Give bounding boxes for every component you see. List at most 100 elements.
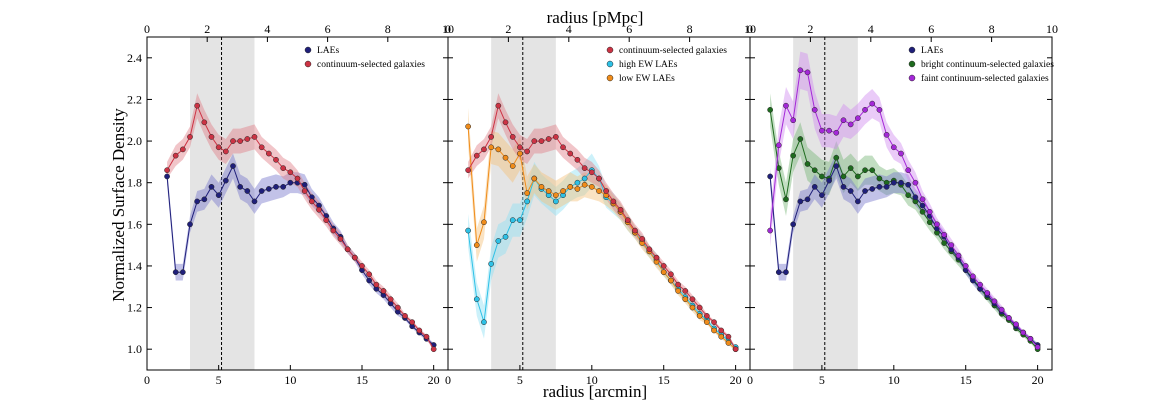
data-point — [222, 177, 229, 184]
data-point — [402, 313, 408, 319]
data-point — [323, 217, 330, 223]
data-point — [244, 188, 251, 194]
data-point — [567, 184, 574, 190]
data-point — [783, 269, 789, 276]
data-point — [373, 281, 380, 288]
data-point — [847, 165, 854, 171]
data-point — [847, 188, 854, 194]
data-point — [294, 175, 301, 182]
data-point — [502, 233, 509, 240]
data-point — [718, 327, 725, 334]
data-point — [553, 134, 559, 140]
data-point — [804, 161, 811, 167]
data-point — [265, 186, 272, 192]
data-point — [574, 156, 581, 163]
y-tick-label: 2.2 — [127, 92, 142, 106]
data-point — [308, 198, 315, 205]
data-point — [890, 144, 897, 151]
error-band-1 — [770, 153, 1038, 348]
data-point — [301, 188, 308, 194]
data-point — [603, 188, 610, 194]
data-point — [531, 138, 538, 144]
data-point — [488, 134, 494, 140]
data-point — [531, 175, 538, 182]
data-point — [660, 269, 667, 276]
data-point — [473, 242, 480, 248]
data-point — [1013, 321, 1019, 328]
data-point — [409, 319, 416, 325]
data-point — [653, 254, 660, 261]
data-point — [668, 277, 674, 284]
legend-marker — [908, 74, 916, 82]
data-point — [840, 117, 847, 124]
top-tick-label: 4 — [264, 22, 270, 36]
data-point — [430, 346, 437, 353]
data-point — [495, 102, 502, 109]
data-point — [718, 333, 725, 340]
data-point — [811, 167, 818, 174]
top-axis-title: radius [pMpc] — [547, 8, 644, 27]
data-point — [187, 134, 193, 140]
data-point — [201, 119, 208, 126]
data-point — [509, 217, 516, 223]
top-tick-label: 0 — [445, 22, 451, 36]
panel-right: 0 5 10 15 20 0 2 4 6 8 10 LAEs bright continuum-sele… — [747, 22, 1058, 387]
data-point — [970, 273, 976, 280]
legend-label: low EW LAEs — [619, 74, 675, 84]
data-point — [941, 231, 947, 238]
top-tick-label: 8 — [385, 22, 391, 36]
data-point — [725, 333, 732, 340]
data-point — [840, 184, 847, 190]
x-tick-label: 20 — [1032, 373, 1044, 387]
legend-label: continuum-selected galaxies — [619, 46, 727, 56]
top-tick-label: 8 — [989, 22, 995, 36]
y-tick-label: 1.2 — [127, 301, 142, 315]
data-point — [251, 134, 258, 140]
data-point — [991, 298, 998, 305]
x-tick-label: 15 — [658, 373, 670, 387]
data-point — [538, 184, 545, 190]
data-point — [481, 319, 487, 325]
data-point — [423, 333, 430, 340]
legend-label: LAEs — [921, 46, 943, 56]
y-tick-label: 1.6 — [127, 217, 142, 231]
data-point — [919, 202, 926, 209]
data-point — [179, 269, 186, 276]
data-point — [495, 238, 502, 244]
data-point — [208, 184, 215, 190]
data-point — [179, 146, 186, 153]
data-point — [545, 136, 552, 142]
data-point — [280, 165, 287, 171]
data-point — [725, 340, 732, 346]
data-point — [517, 144, 523, 151]
x-tick-label: 0 — [747, 373, 753, 387]
data-point — [941, 240, 947, 246]
data-point — [481, 146, 487, 153]
data-point — [316, 206, 322, 213]
data-point — [509, 134, 516, 140]
data-point — [273, 156, 279, 163]
data-point — [811, 106, 818, 113]
data-point — [767, 227, 773, 234]
data-point — [1020, 329, 1027, 336]
data-point — [495, 146, 502, 153]
data-point — [862, 106, 868, 113]
data-point — [465, 123, 471, 130]
data-point — [502, 119, 509, 126]
top-tick-label: 6 — [626, 22, 632, 36]
data-point — [280, 184, 287, 190]
data-point — [732, 346, 739, 353]
data-point — [194, 198, 201, 205]
data-point — [689, 296, 696, 303]
top-tick-label: 6 — [928, 22, 934, 36]
data-point — [783, 102, 789, 109]
data-point — [545, 188, 552, 194]
data-point — [1034, 344, 1041, 350]
data-point — [804, 196, 811, 203]
data-point — [215, 192, 222, 199]
data-point — [473, 296, 480, 303]
data-point — [1027, 335, 1034, 342]
data-point — [1006, 315, 1012, 321]
data-point — [517, 150, 523, 157]
